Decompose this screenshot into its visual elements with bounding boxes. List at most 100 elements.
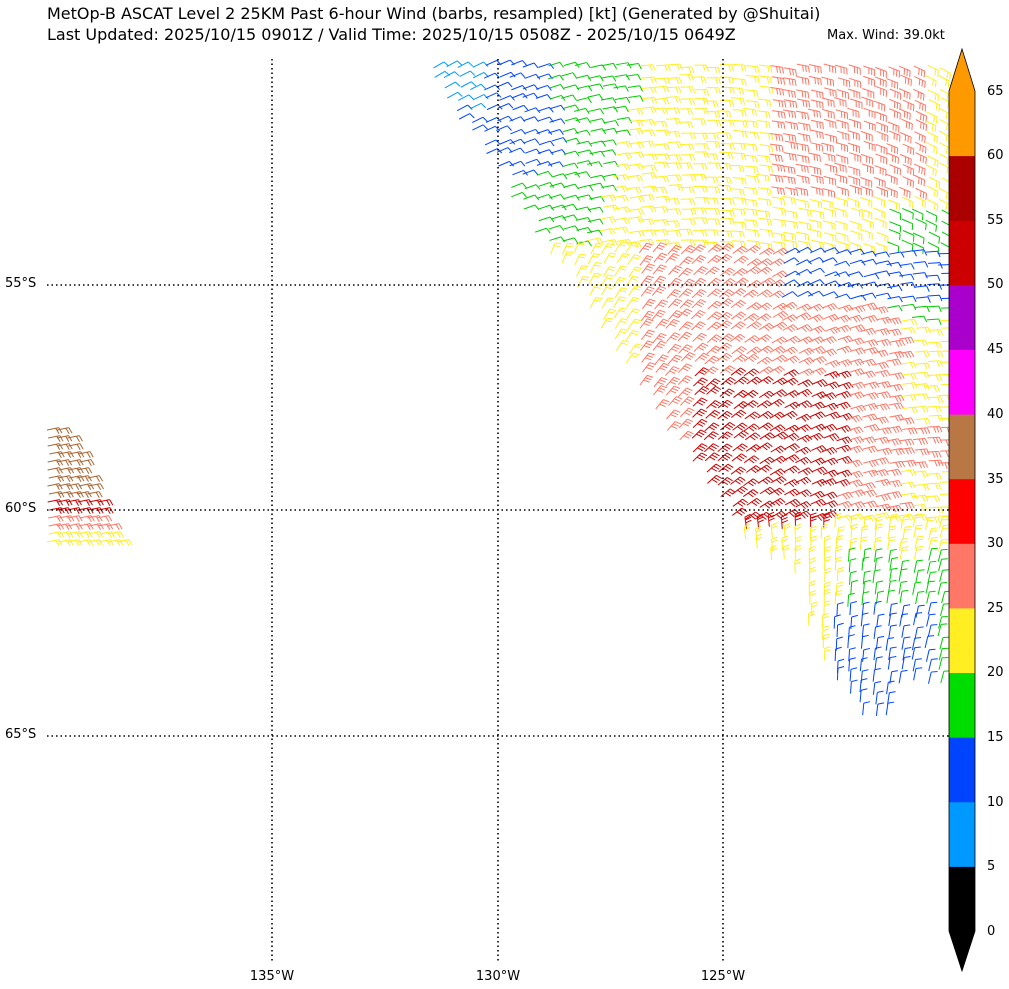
wind-barb [860,669,869,684]
wind-barb [769,258,786,267]
wind-barb [589,261,603,274]
wind-barb [587,253,601,265]
wind-barb [639,140,655,148]
wind-barb [902,143,915,156]
wind-barb [667,244,682,255]
wind-barb [496,125,512,132]
wind-barb [756,209,771,219]
wind-barb [47,443,64,450]
wind-barb [680,239,696,246]
wind-barb [769,365,785,374]
lon-label-125w: 125°W [700,969,746,984]
colorbar-label-25: 25 [987,601,1004,616]
wind-barb [47,499,64,506]
wind-barb [860,634,869,649]
wind-barb [836,622,844,637]
wind-barb [678,228,693,236]
wind-barb [576,160,593,167]
wind-barb [809,566,816,582]
wind-barb [862,570,871,585]
wind-barb [834,478,851,487]
wind-barb [758,64,773,73]
wind-barb [641,86,657,94]
wind-barb [782,89,797,98]
wind-barb [860,612,869,627]
wind-barb [889,88,902,100]
wind-barb [781,291,798,298]
wind-barb [56,459,73,466]
wind-barb [924,120,937,133]
wind-barb [901,118,913,131]
wind-barb [770,544,777,560]
wind-barb [434,70,451,78]
wind-barb [784,401,801,410]
wind-barb [704,355,720,365]
wind-barb [784,220,799,229]
wind-barb [824,556,832,571]
wind-barb [861,258,877,265]
wind-barb [614,74,630,81]
wind-barb [613,296,627,308]
wind-barb [769,398,785,407]
wind-barb [511,60,527,66]
wind-barb [549,194,565,200]
wind-barb [808,228,822,239]
wind-barb [603,308,616,320]
wind-barb [651,285,666,296]
wind-barb [615,206,631,214]
wind-barb [849,501,866,509]
wind-barb [524,184,541,190]
wind-barb [927,155,939,168]
wind-barb [732,267,748,277]
wind-barb [692,443,708,453]
wind-barb [678,121,694,129]
wind-barb [730,97,746,105]
wind-barb [887,425,903,434]
wind-barb [850,679,858,694]
wind-barb [863,392,879,400]
wind-barb [915,119,928,131]
wind-barb [732,245,748,254]
wind-barb [639,218,655,226]
wind-barb [717,132,732,140]
wind-barb [717,410,733,420]
wind-barb [834,173,848,184]
wind-barb [705,208,721,215]
wind-barb [680,244,696,255]
wind-barb [457,61,474,68]
wind-barb [577,194,593,201]
lon-label-130w: 130°W [475,969,521,984]
wind-barb [913,524,923,538]
wind-barb [863,381,880,390]
wind-barb [810,119,824,130]
wind-barb [691,244,706,254]
wind-barb [810,186,824,196]
wind-barb [782,175,796,185]
wind-barb [863,107,876,119]
wind-barb [873,536,882,551]
wind-barb [915,569,925,583]
wind-barb [873,600,882,615]
wind-barb [848,118,861,129]
wind-barb [860,370,876,379]
wind-barb [784,488,800,497]
wind-barb [798,357,815,366]
wind-barb [847,634,855,649]
wind-barb [861,556,870,571]
wind-barb [901,196,914,209]
wind-barb [888,228,901,241]
wind-barb [795,424,812,433]
wind-barb [847,470,864,479]
wind-barb [678,418,694,429]
wind-barb [639,340,654,351]
wind-barb [677,331,693,342]
wind-barb [563,225,580,232]
wind-barb [705,378,721,388]
wind-barb [629,208,645,216]
wind-barb [601,284,614,296]
wind-barb [497,115,514,122]
wind-barb [693,185,708,193]
wind-barb [641,172,657,179]
wind-barb [796,269,812,276]
wind-barb [614,217,631,225]
